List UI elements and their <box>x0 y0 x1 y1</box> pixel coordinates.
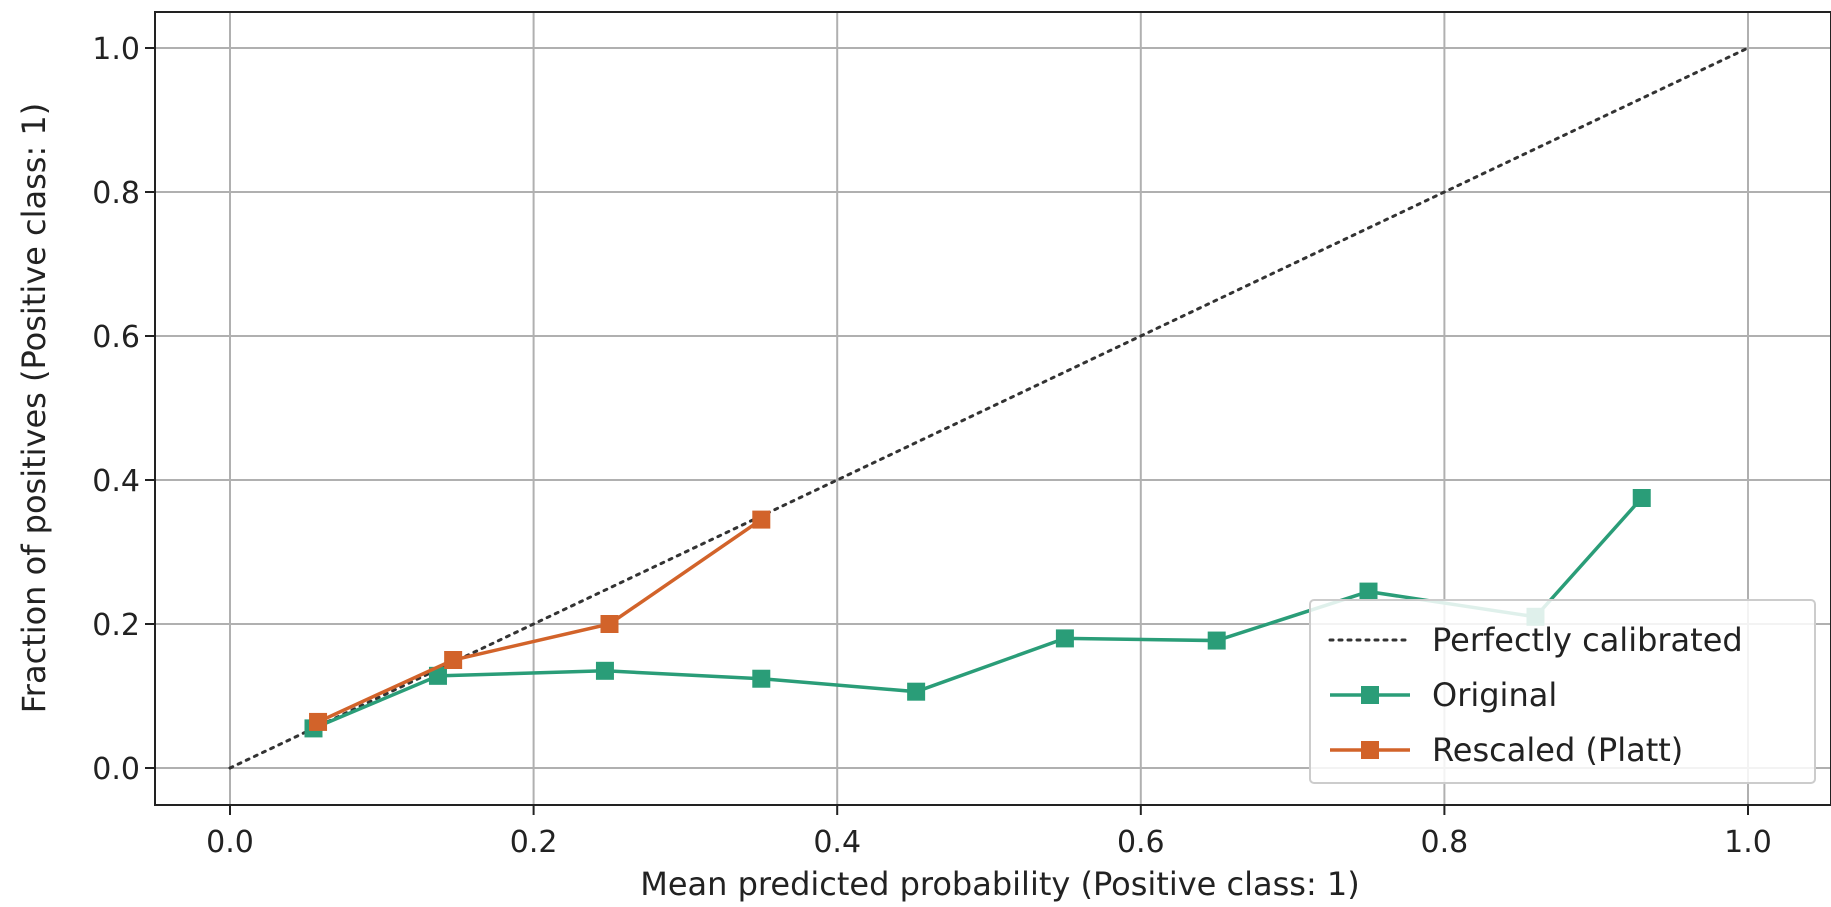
legend-box <box>1309 599 1816 784</box>
legend-original-label: Original <box>1432 676 1557 714</box>
rescaled-platt-marker <box>444 651 463 669</box>
y-tick-label: 0.0 <box>92 752 140 787</box>
y-tick-label: 0.6 <box>92 320 140 355</box>
legend: Perfectly calibrated Original Rescaled (Pl… <box>1309 599 1816 784</box>
original-marker <box>595 661 614 680</box>
original-marker <box>428 666 447 685</box>
y-tick-label: 1.0 <box>92 32 140 67</box>
legend-perfectly-calibrated-label: Perfectly calibrated <box>1432 621 1743 659</box>
x-tick-label: 0.4 <box>813 825 861 860</box>
x-tick-label: 0.6 <box>1117 825 1165 860</box>
x-tick-label: 1.0 <box>1724 825 1772 860</box>
perfectly-calibrated-line <box>228 46 1750 770</box>
x-tick-label: 0.0 <box>206 825 254 860</box>
legend-rescaled-platt-marker <box>1361 741 1379 759</box>
x-tick-label: 0.2 <box>510 825 558 860</box>
rescaled-platt-marker <box>600 615 619 633</box>
x-axis-ticks: 0.0 0.2 0.4 0.6 0.8 1.0 <box>206 805 1772 860</box>
original-marker <box>1207 631 1226 650</box>
legend-original-marker <box>1361 686 1379 704</box>
plot-frame <box>154 11 1831 806</box>
y-tick-label: 0.8 <box>92 176 140 211</box>
x-tick-label: 0.8 <box>1421 825 1469 860</box>
rescaled-platt-marker <box>752 510 771 529</box>
original-marker <box>752 669 771 688</box>
rescaled-platt-line <box>317 518 763 724</box>
y-tick-label: 0.2 <box>92 608 140 643</box>
y-tick-label: 0.4 <box>92 464 140 499</box>
y-axis-ticks: 0.0 0.2 0.4 0.6 0.8 1.0 <box>92 32 155 787</box>
original-marker <box>1055 629 1074 648</box>
y-axis-label: Fraction of positives (Positive class: 1… <box>15 103 53 714</box>
rescaled-platt-marker <box>309 712 328 731</box>
legend-rescaled-platt-label: Rescaled (Platt) <box>1432 731 1683 769</box>
original-marker <box>1359 582 1378 601</box>
original-marker <box>1632 489 1651 507</box>
original-marker <box>907 682 926 701</box>
x-axis-label: Mean predicted probability (Positive cla… <box>640 865 1359 903</box>
